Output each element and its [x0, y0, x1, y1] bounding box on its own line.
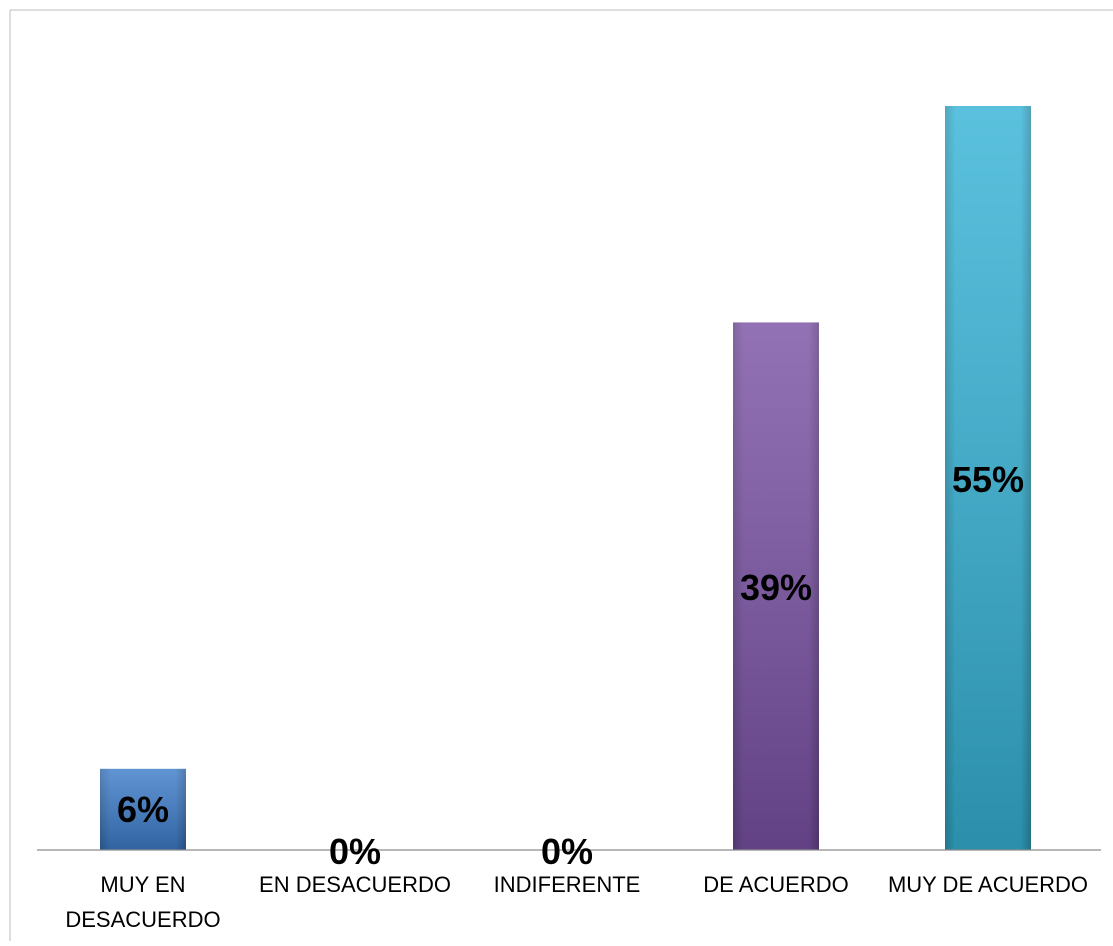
data-label-2: 0%: [541, 831, 593, 872]
category-label-0-0: MUY EN: [100, 872, 185, 897]
category-label-3-0: DE ACUERDO: [703, 872, 848, 897]
category-label-2-0: INDIFERENTE: [494, 872, 641, 897]
category-label-1-0: EN DESACUERDO: [259, 872, 451, 897]
bar-gloss-0: [100, 768, 186, 850]
data-label-1: 0%: [329, 831, 381, 872]
bar-gloss-3: [733, 322, 819, 850]
category-label-4-0: MUY DE ACUERDO: [888, 872, 1088, 897]
data-label-3: 39%: [740, 567, 812, 608]
bar-gloss-4: [945, 106, 1031, 850]
data-label-0: 6%: [117, 789, 169, 830]
data-label-4: 55%: [952, 459, 1024, 500]
category-label-0-1: DESACUERDO: [65, 907, 220, 932]
